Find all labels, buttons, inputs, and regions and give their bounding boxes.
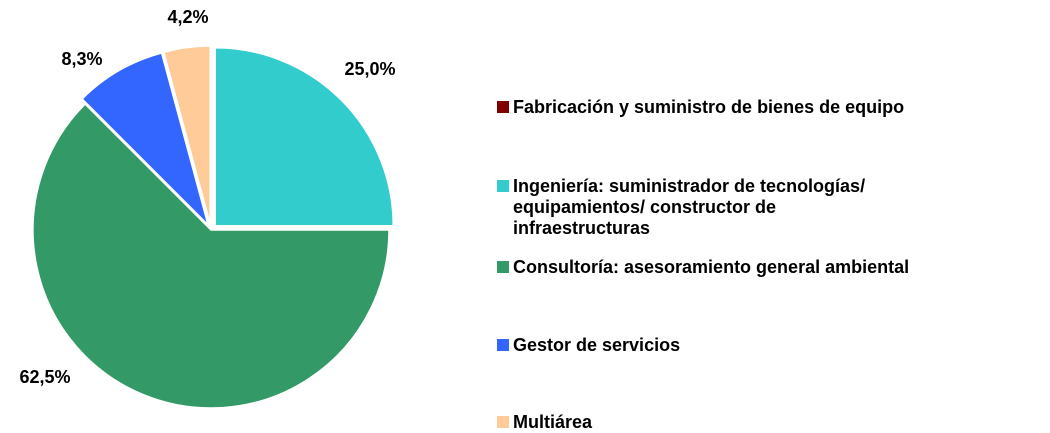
legend-label: Gestor de servicios (513, 335, 681, 355)
data-label: 8,3% (61, 49, 102, 69)
legend-swatch (497, 339, 509, 351)
legend-item: Ingeniería: suministrador de tecnologías… (497, 176, 1042, 239)
pie-area: 25,0% 62,5% 8,3% 4,2% (19, 7, 396, 409)
data-label: 62,5% (19, 367, 70, 387)
legend-swatch (497, 101, 509, 113)
legend-label: Multiárea (513, 412, 593, 432)
legend-label: Ingeniería: suministrador de tecnologías… (513, 176, 866, 238)
legend-item: Gestor de servicios (497, 335, 1042, 356)
data-label: 25,0% (344, 59, 395, 79)
legend-swatch (497, 261, 509, 273)
legend-swatch (497, 416, 509, 428)
legend-swatch (497, 180, 509, 192)
legend-item: Consultoría: asesoramiento general ambie… (497, 257, 1042, 278)
pie-slice (162, 45, 211, 225)
legend-label: Consultoría: asesoramiento general ambie… (513, 257, 910, 277)
pie-slice (81, 52, 210, 228)
legend-label: Fabricación y suministro de bienes de eq… (513, 97, 905, 117)
pie-slice (32, 103, 390, 409)
pie-slice (214, 47, 394, 227)
data-label: 4,2% (167, 7, 208, 27)
legend-item: Multiárea (497, 412, 1042, 433)
legend-item: Fabricación y suministro de bienes de eq… (497, 97, 1042, 118)
